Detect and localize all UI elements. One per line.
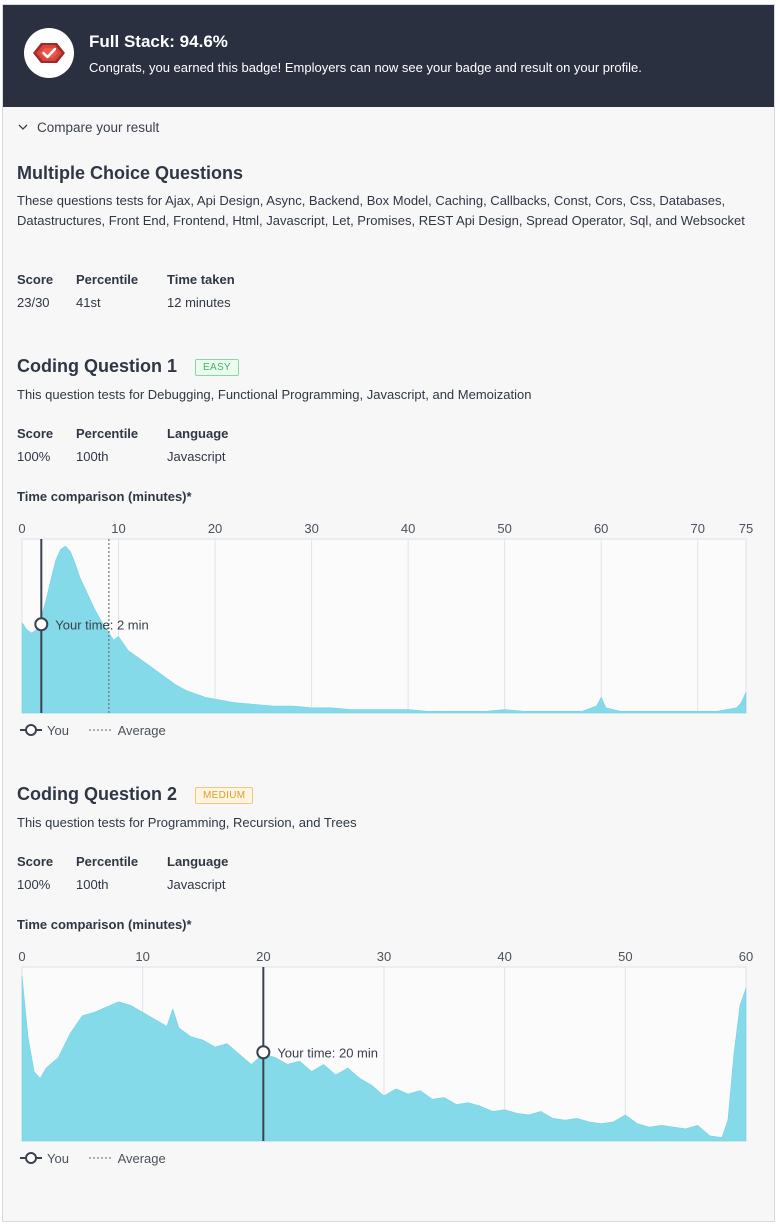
x-tick-label: 60 [594, 521, 608, 536]
you-marker-dot [34, 617, 49, 632]
stat-label: Percentile [76, 854, 139, 869]
badge-check-icon [24, 28, 74, 78]
stat-label: Score [17, 272, 54, 287]
your-time-label: Your time: 20 min [277, 1045, 378, 1060]
badge-title: Full Stack: 94.6% [89, 32, 228, 51]
x-tick-label: 40 [497, 949, 511, 964]
x-tick-label: 10 [111, 521, 125, 536]
result-card: Full Stack: 94.6% Congrats, you earned t… [2, 4, 775, 1222]
stat-label: Percentile [76, 426, 139, 441]
distribution-area [21, 545, 747, 714]
badge-banner: Full Stack: 94.6% Congrats, you earned t… [3, 5, 774, 107]
x-tick-label: 20 [256, 949, 270, 964]
time-chart-2-svg: 0 10 20 30 40 50 60 Your time: 20 min [18, 949, 753, 1142]
difficulty-badge: MEDIUM [195, 787, 254, 804]
chart-title: Time comparison (minutes)* [17, 489, 192, 504]
coding2-description: This question tests for Programming, Rec… [17, 815, 357, 830]
mcq-description: These questions tests for Ajax, Api Desi… [17, 193, 745, 228]
x-tick-label: 50 [618, 949, 632, 964]
time-chart-1-svg: 0 10 20 30 40 50 60 70 75 Your time: 2 min [18, 521, 753, 714]
time-chart-1: 0 10 20 30 40 50 60 70 75 Your time: 2 min [3, 515, 774, 720]
stat-label: Percentile [76, 272, 139, 287]
legend-average-label: Average [117, 1150, 166, 1166]
legend-you: You [20, 722, 69, 738]
you-marker-dot [256, 1045, 271, 1060]
stat-label: Language [167, 426, 229, 441]
x-tick-label: 50 [497, 521, 511, 536]
x-tick-label: 10 [135, 949, 149, 964]
legend-average-label: Average [117, 722, 166, 738]
x-tick-label: 20 [208, 521, 222, 536]
stat-value: 23/30 [17, 295, 50, 310]
mcq-time-taken: Time taken 12 minutes [167, 272, 235, 310]
mcq-percentile: Percentile 41st [76, 272, 138, 310]
legend-average: Average [88, 1150, 166, 1166]
stat-label: Score [17, 854, 54, 869]
x-tick-label: 70 [690, 521, 704, 536]
coding2-percentile: Percentile 100th [76, 854, 138, 892]
x-tick-label: 0 [18, 949, 25, 964]
coding1-description: This question tests for Debugging, Funct… [17, 387, 532, 402]
stat-value: 100th [76, 449, 109, 464]
badge-subtitle: Congrats, you earned this badge! Employe… [89, 60, 642, 75]
legend-you-label: You [47, 1150, 69, 1166]
legend-you-label: You [47, 722, 69, 738]
stat-value: 41st [76, 295, 101, 310]
coding1-percentile: Percentile 100th [76, 426, 138, 464]
x-tick-label: 30 [304, 521, 318, 536]
coding1-title: Coding Question 1 [17, 356, 177, 376]
your-time-label: Your time: 2 min [55, 617, 148, 632]
x-tick-label: 0 [18, 521, 25, 536]
difficulty-badge: EASY [195, 359, 239, 376]
stat-label: Score [17, 426, 54, 441]
chart-title: Time comparison (minutes)* [17, 917, 192, 932]
x-tick-label: 30 [377, 949, 391, 964]
x-tick-label: 40 [401, 521, 415, 536]
stat-value: Javascript [167, 877, 226, 892]
stat-value: 12 minutes [167, 295, 231, 310]
x-tick-label: 75 [739, 521, 753, 536]
compare-result-toggle[interactable]: Compare your result [17, 119, 159, 135]
coding2-language: Language Javascript [167, 854, 228, 892]
coding2-title: Coding Question 2 [17, 784, 177, 804]
mcq-title: Multiple Choice Questions [17, 163, 244, 183]
legend-you: You [20, 1150, 69, 1166]
coding1-language: Language Javascript [167, 426, 228, 464]
coding1-score: Score 100% [17, 426, 53, 464]
stat-value: 100% [17, 449, 51, 464]
mcq-score: Score 23/30 [17, 272, 53, 310]
stat-label: Language [167, 854, 229, 869]
stat-value: 100th [76, 877, 109, 892]
chevron-down-icon [18, 124, 28, 131]
compare-label: Compare your result [37, 119, 160, 135]
coding2-score: Score 100% [17, 854, 53, 892]
stat-value: 100% [17, 877, 51, 892]
legend-average: Average [88, 722, 166, 738]
chart-legend: You Average [20, 721, 182, 738]
distribution-area [21, 975, 747, 1142]
time-chart-2: 0 10 20 30 40 50 60 Your time: 20 min [3, 943, 774, 1148]
stat-label: Time taken [167, 272, 235, 287]
stat-value: Javascript [167, 449, 226, 464]
chart-legend: You Average [20, 1149, 182, 1166]
x-tick-label: 60 [739, 949, 753, 964]
